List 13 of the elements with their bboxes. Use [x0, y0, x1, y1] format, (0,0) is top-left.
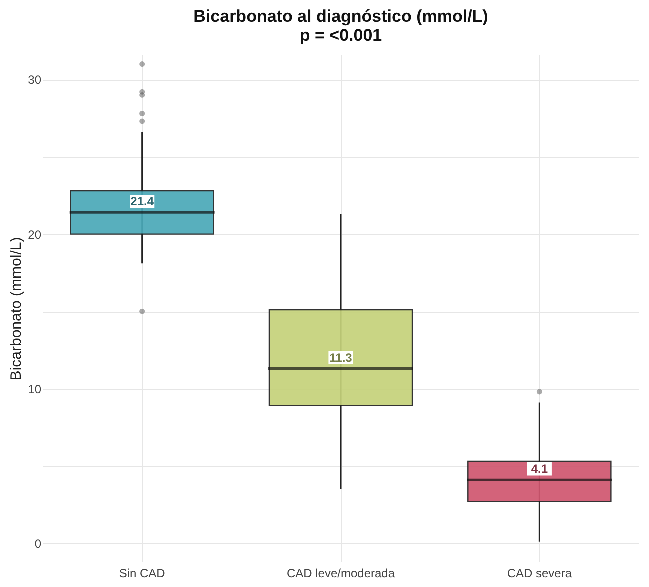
- y-tick-label: 10: [28, 382, 42, 396]
- y-tick-label: 20: [28, 228, 42, 242]
- chart-title: Bicarbonato al diagnóstico (mmol/L): [194, 7, 488, 26]
- y-axis-title: Bicarbonato (mmol/L): [8, 237, 26, 381]
- x-tick-label: Sin CAD: [119, 566, 166, 580]
- y-tick-label: 0: [34, 536, 42, 551]
- annotation: 21.4: [130, 194, 154, 209]
- chart-subtitle: p = <0.001: [300, 26, 382, 45]
- x-tick-label: CAD leve/moderada: [286, 566, 396, 580]
- y-tick-label: 30: [28, 73, 42, 88]
- annotation: 11.3: [330, 350, 353, 365]
- annotation: 4.1: [531, 462, 548, 476]
- x-tick-label: CAD severa: [507, 566, 572, 580]
